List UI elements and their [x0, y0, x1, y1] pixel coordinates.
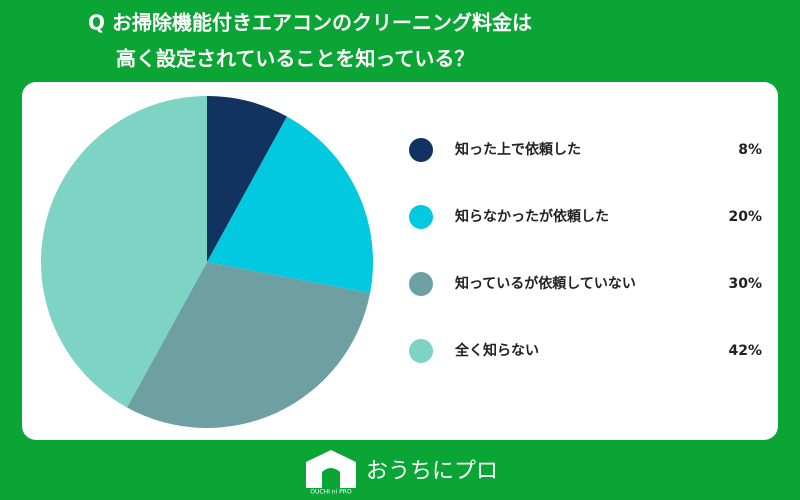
legend-marker: [409, 138, 433, 162]
pie-slice: [207, 96, 287, 262]
value-label: 30%: [728, 276, 762, 292]
value-label: 20%: [728, 209, 762, 225]
pie-slice: [207, 116, 373, 294]
legend-marker: [409, 205, 433, 229]
legend-marker: [409, 339, 433, 363]
pie-slice: [127, 262, 371, 428]
pie-slice: [41, 96, 208, 408]
legend-label: 知らなかったが依頼した: [455, 208, 609, 225]
chart-title: 高く設定されていることを知っている？: [116, 47, 474, 71]
chart-title: Q お掃除機能付きエアコンのクリーニング料金は: [88, 11, 532, 35]
brand-sub: OUCHI ni PRO: [310, 489, 352, 496]
legend-label: 知った上で依頼した: [455, 141, 581, 158]
value-label: 42%: [728, 343, 762, 359]
legend-marker: [409, 272, 433, 296]
value-label: 8%: [738, 142, 762, 158]
legend-label: 知っているが依頼していない: [455, 275, 636, 292]
logo-icon: [306, 450, 356, 488]
brand: おうちにプロ: [366, 459, 498, 484]
legend-label: 全く知らない: [454, 342, 539, 359]
